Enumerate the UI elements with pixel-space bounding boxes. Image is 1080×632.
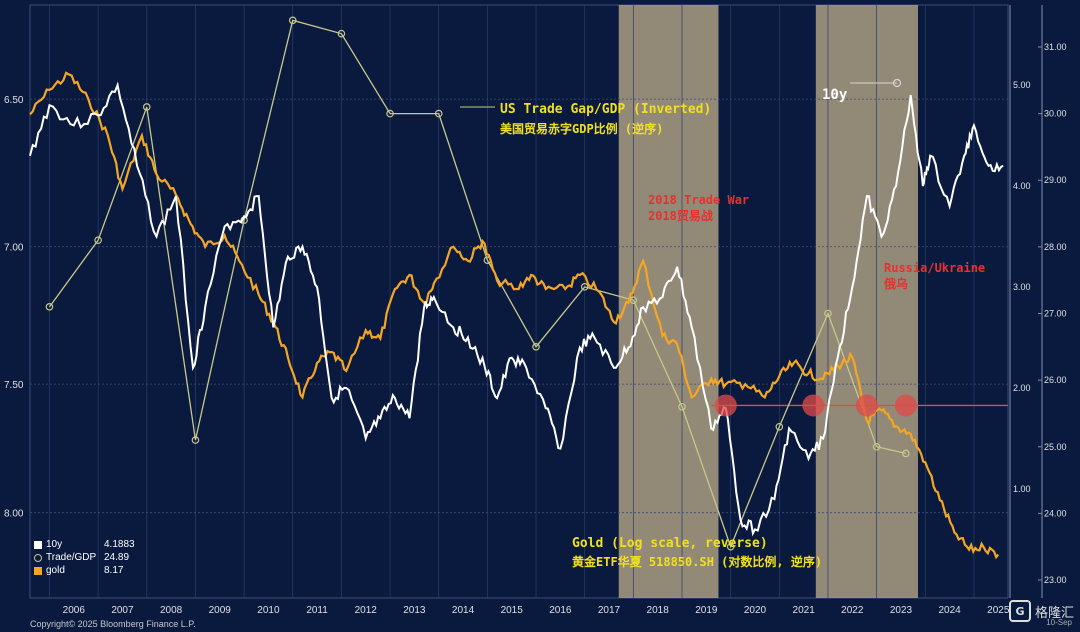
shaded-band-1 bbox=[815, 5, 918, 598]
right-inner-tick-label-1: 4.00 bbox=[1013, 181, 1031, 191]
right-inner-tick-label-2: 3.00 bbox=[1013, 282, 1031, 292]
legend-label-trade-gdp: Trade/GDP bbox=[46, 552, 97, 563]
x-tick-label-2020: 2020 bbox=[744, 605, 767, 616]
right-outer-tick-label-8: 23.00 bbox=[1044, 575, 1067, 585]
tenY-label-marker bbox=[892, 78, 902, 88]
right-outer-tick-label-4: 27.00 bbox=[1044, 308, 1067, 318]
trade-gdp-point-0 bbox=[45, 303, 54, 311]
trade-gdp-point-17 bbox=[872, 442, 881, 451]
trade-gdp-point-18 bbox=[902, 449, 910, 458]
right-outer-tick-label-6: 25.00 bbox=[1044, 442, 1067, 452]
trade-gdp-point-11 bbox=[580, 283, 589, 291]
right-outer-tick-label-0: 31.00 bbox=[1044, 42, 1067, 52]
right-outer-tick-label-1: 30.00 bbox=[1044, 109, 1067, 119]
legend-swatch-gold bbox=[34, 566, 42, 575]
right-outer-tick-label-2: 29.00 bbox=[1044, 175, 1067, 185]
annotation-10y-label: 10y bbox=[822, 87, 848, 103]
copyright-text: Copyright© 2025 Bloomberg Finance L.P. bbox=[30, 619, 196, 629]
trade-gdp-point-1 bbox=[94, 236, 102, 245]
x-tick-label-2015: 2015 bbox=[501, 605, 524, 616]
series-line-trade-gdp bbox=[48, 19, 906, 549]
right-outer-tick-label-3: 28.00 bbox=[1044, 242, 1067, 252]
shaded-band-0 bbox=[618, 5, 719, 598]
right-inner-tick-label-3: 2.00 bbox=[1013, 383, 1031, 393]
legend-item-trade-gdp: Trade/GDP 24.89 bbox=[34, 551, 142, 564]
x-tick-label-2010: 2010 bbox=[257, 605, 280, 616]
legend-value-10y: 4.1883 bbox=[104, 539, 135, 550]
series-line-10y bbox=[29, 81, 1004, 537]
series-line-gold bbox=[29, 71, 1000, 560]
highlight-point-0 bbox=[714, 394, 737, 417]
legend-label-10y: 10y bbox=[46, 539, 63, 550]
legend-item-10y: 10y 4.1883 bbox=[34, 538, 142, 551]
logo-badge-icon: G bbox=[1008, 600, 1031, 622]
legend: 10y 4.1883 Trade/GDP 24.89 gold 8.17 bbox=[34, 538, 142, 588]
trade-gdp-point-3 bbox=[191, 436, 200, 444]
left-tick-label-0: 6.50 bbox=[4, 95, 24, 106]
publisher-logo: G 格隆汇 bbox=[1008, 600, 1074, 622]
trade-gdp-point-14 bbox=[726, 542, 735, 551]
left-tick-label-3: 8.00 bbox=[4, 509, 24, 520]
left-tick-label-2: 7.50 bbox=[4, 380, 24, 391]
date-tag: 10-Sep bbox=[1046, 618, 1072, 627]
x-tick-label-2017: 2017 bbox=[598, 605, 621, 616]
annotation-trade-gap-cn: 美国贸易赤字GDP比例 (逆序) bbox=[500, 121, 663, 136]
x-tick-label-2024: 2024 bbox=[938, 605, 961, 616]
right-outer-tick-label-5: 26.00 bbox=[1044, 375, 1067, 385]
legend-swatch-trade-gdp bbox=[34, 553, 42, 562]
logo-text: 格隆汇 bbox=[1034, 605, 1074, 621]
x-tick-label-2011: 2011 bbox=[306, 605, 328, 616]
annotation-russia-ukraine-cn: 俄乌 bbox=[883, 276, 908, 291]
x-tick-label-2006: 2006 bbox=[63, 605, 86, 616]
right-inner-tick-label-4: 1.00 bbox=[1013, 484, 1031, 494]
trade-gdp-point-6 bbox=[337, 29, 346, 38]
trade-gdp-point-16 bbox=[824, 309, 832, 318]
trade-gdp-point-15 bbox=[775, 422, 784, 431]
x-tick-label-2019: 2019 bbox=[695, 605, 718, 616]
x-tick-label-2007: 2007 bbox=[111, 605, 134, 616]
trade-gdp-point-8 bbox=[434, 109, 443, 118]
trade-gdp-point-5 bbox=[288, 16, 297, 25]
legend-label-gold: gold bbox=[46, 565, 65, 576]
annotation-trade-war-en: 2018 Trade War bbox=[648, 193, 749, 207]
legend-swatch-10y bbox=[34, 540, 42, 549]
trade-gdp-point-10 bbox=[532, 343, 540, 351]
trade-gdp-point-13 bbox=[678, 402, 686, 411]
trade-gdp-point-7 bbox=[386, 109, 394, 118]
annotation-trade-war-cn: 2018贸易战 bbox=[648, 208, 713, 223]
legend-value-gold: 8.17 bbox=[104, 565, 124, 576]
x-tick-label-2012: 2012 bbox=[355, 605, 378, 616]
trade-gdp-point-2 bbox=[142, 103, 151, 111]
x-tick-label-2016: 2016 bbox=[549, 605, 572, 616]
annotation-trade-gap-en: US Trade Gap/GDP (Inverted) bbox=[500, 102, 711, 117]
x-tick-label-2023: 2023 bbox=[890, 605, 913, 616]
highlight-point-2 bbox=[855, 394, 878, 417]
x-tick-label-2013: 2013 bbox=[403, 605, 426, 616]
x-tick-label-2018: 2018 bbox=[647, 605, 670, 616]
x-tick-label-2021: 2021 bbox=[793, 605, 816, 616]
x-tick-label-2014: 2014 bbox=[452, 605, 475, 616]
annotation-russia-ukraine-en: Russia/Ukraine bbox=[884, 261, 985, 275]
x-tick-label-2022: 2022 bbox=[841, 605, 864, 616]
left-tick-label-1: 7.00 bbox=[4, 243, 24, 254]
x-tick-label-2009: 2009 bbox=[209, 605, 232, 616]
annotation-gold-en: Gold (Log scale, reverse) bbox=[572, 536, 768, 551]
highlight-point-3 bbox=[894, 394, 917, 417]
highlight-point-1 bbox=[802, 394, 825, 417]
x-tick-label-2008: 2008 bbox=[160, 605, 183, 616]
legend-value-trade-gdp: 24.89 bbox=[104, 552, 130, 563]
right-outer-tick-label-7: 24.00 bbox=[1044, 508, 1067, 518]
right-inner-tick-label-0: 5.00 bbox=[1013, 80, 1031, 90]
legend-item-gold: gold 8.17 bbox=[34, 564, 142, 577]
x-tick-label-2025: 2025 bbox=[987, 605, 1010, 616]
annotation-gold-cn: 黄金ETF华夏 518850.SH (对数比例, 逆序) bbox=[572, 554, 822, 569]
